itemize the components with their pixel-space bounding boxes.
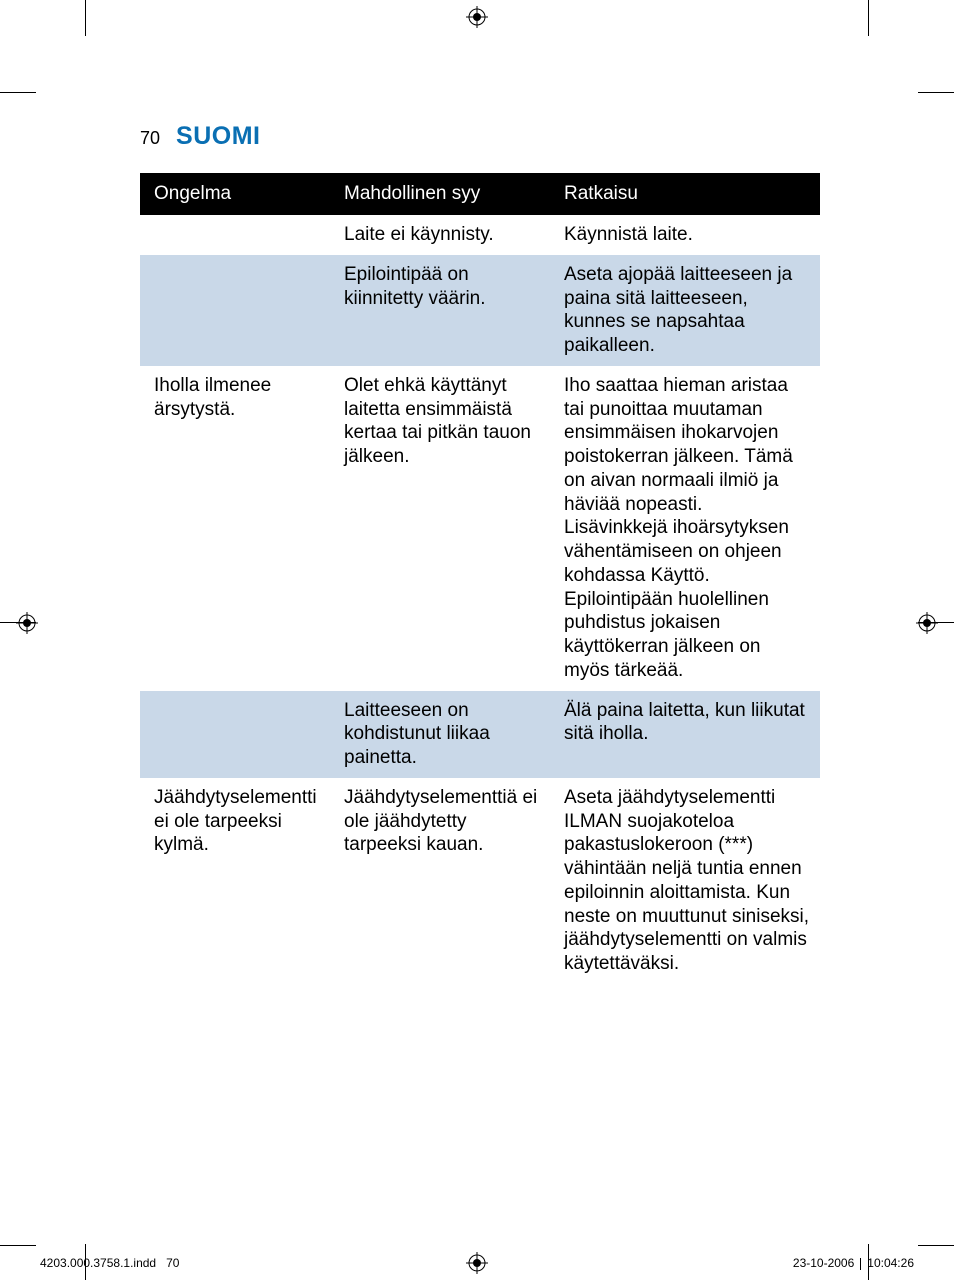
table-header-row: Ongelma Mahdollinen syy Ratkaisu	[140, 173, 820, 215]
table-row: Jäähdytyselementti ei ole tarpeeksi kylm…	[140, 778, 820, 984]
col-header-solution: Ratkaisu	[550, 173, 820, 215]
crop-mark	[918, 1245, 954, 1246]
table-cell-problem	[140, 255, 330, 366]
table-row: Iholla ilmenee ärsytystä.Olet ehkä käytt…	[140, 366, 820, 691]
registration-mark-icon	[466, 6, 488, 28]
footer-page-ref: 70	[166, 1256, 179, 1270]
registration-mark-icon	[16, 612, 38, 634]
crop-mark	[918, 92, 954, 93]
table-cell-solution: Aseta jäähdytyselementti ILMAN suojakote…	[550, 778, 820, 984]
content-area: 70 SUOMI Ongelma Mahdollinen syy Ratkais…	[140, 122, 820, 984]
table-row: Laite ei käynnisty.Käynnistä laite.	[140, 215, 820, 255]
table-cell-problem	[140, 215, 330, 255]
table-row: Laitteeseen on kohdistunut liikaa painet…	[140, 691, 820, 778]
registration-mark-icon	[916, 612, 938, 634]
table-cell-problem: Iholla ilmenee ärsytystä.	[140, 366, 330, 691]
page: 70 SUOMI Ongelma Mahdollinen syy Ratkais…	[0, 0, 954, 1280]
table-cell-solution: Aseta ajopää laitteeseen ja paina sitä l…	[550, 255, 820, 366]
table-cell-cause: Laite ei käynnisty.	[330, 215, 550, 255]
table-cell-solution: Käynnistä laite.	[550, 215, 820, 255]
table-cell-cause: Olet ehkä käyttänyt laitetta ensimmäistä…	[330, 366, 550, 691]
troubleshooting-table: Ongelma Mahdollinen syy Ratkaisu Laite e…	[140, 173, 820, 984]
crop-mark	[868, 0, 869, 36]
crop-mark	[85, 0, 86, 36]
table-cell-problem: Jäähdytyselementti ei ole tarpeeksi kylm…	[140, 778, 330, 984]
page-header: 70 SUOMI	[140, 122, 820, 151]
footer-separator	[860, 1258, 861, 1270]
table-row: Epilointipää on kiinnitetty väärin.Aseta…	[140, 255, 820, 366]
table-cell-cause: Epilointipää on kiinnitetty väärin.	[330, 255, 550, 366]
footer-date: 23-10-2006	[793, 1256, 854, 1270]
footer-file-info: 4203.000.3758.1.indd 70	[40, 1256, 179, 1270]
registration-mark-icon	[466, 1252, 488, 1274]
footer-timestamp: 23-10-2006 10:04:26	[793, 1256, 914, 1270]
col-header-problem: Ongelma	[140, 173, 330, 215]
footer-filename: 4203.000.3758.1.indd	[40, 1256, 156, 1270]
crop-mark	[0, 92, 36, 93]
language-title: SUOMI	[176, 122, 260, 151]
footer-time: 10:04:26	[867, 1256, 914, 1270]
table-cell-cause: Laitteeseen on kohdistunut liikaa painet…	[330, 691, 550, 778]
table-cell-cause: Jäähdytyselementtiä ei ole jäähdytetty t…	[330, 778, 550, 984]
crop-mark	[0, 1245, 36, 1246]
page-number: 70	[140, 128, 160, 149]
col-header-cause: Mahdollinen syy	[330, 173, 550, 215]
table-cell-problem	[140, 691, 330, 778]
table-cell-solution: Iho saattaa hieman aristaa tai punoittaa…	[550, 366, 820, 691]
table-cell-solution: Älä paina laitetta, kun liikutat sitä ih…	[550, 691, 820, 778]
